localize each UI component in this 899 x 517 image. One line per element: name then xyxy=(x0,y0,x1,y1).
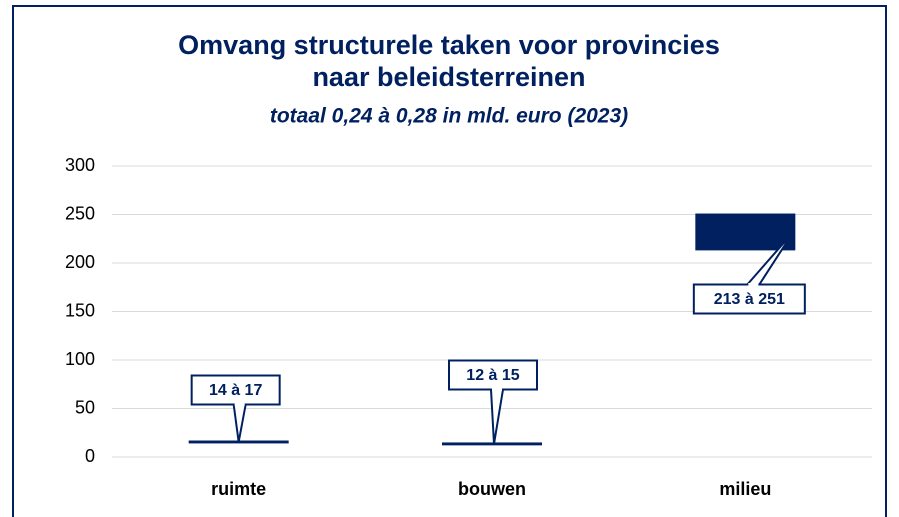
value-label: 14 à 17 xyxy=(209,382,262,399)
y-tick-label: 200 xyxy=(65,252,95,272)
y-tick-label: 100 xyxy=(65,349,95,369)
y-tick-label: 250 xyxy=(65,203,95,223)
chart-title: Omvang structurele taken voor provincies xyxy=(178,30,720,60)
value-label: 213 à 251 xyxy=(714,291,785,308)
bar xyxy=(695,213,796,251)
frame xyxy=(12,5,887,517)
y-tick-label: 300 xyxy=(65,155,95,175)
y-tick-label: 50 xyxy=(75,397,95,417)
x-tick-label: ruimte xyxy=(211,479,266,499)
bar xyxy=(442,442,542,446)
value-label: 12 à 15 xyxy=(466,367,519,384)
y-tick-label: 0 xyxy=(85,446,95,466)
y-tick-label: 150 xyxy=(65,300,95,320)
x-tick-label: milieu xyxy=(719,479,771,499)
x-tick-label: bouwen xyxy=(458,479,526,499)
chart-title-line2: naar beleidsterreinen xyxy=(312,62,585,92)
callout-box xyxy=(448,359,538,391)
chart-subtitle: totaal 0,24 à 0,28 in mld. euro (2023) xyxy=(270,105,628,128)
callout-box xyxy=(692,283,806,315)
